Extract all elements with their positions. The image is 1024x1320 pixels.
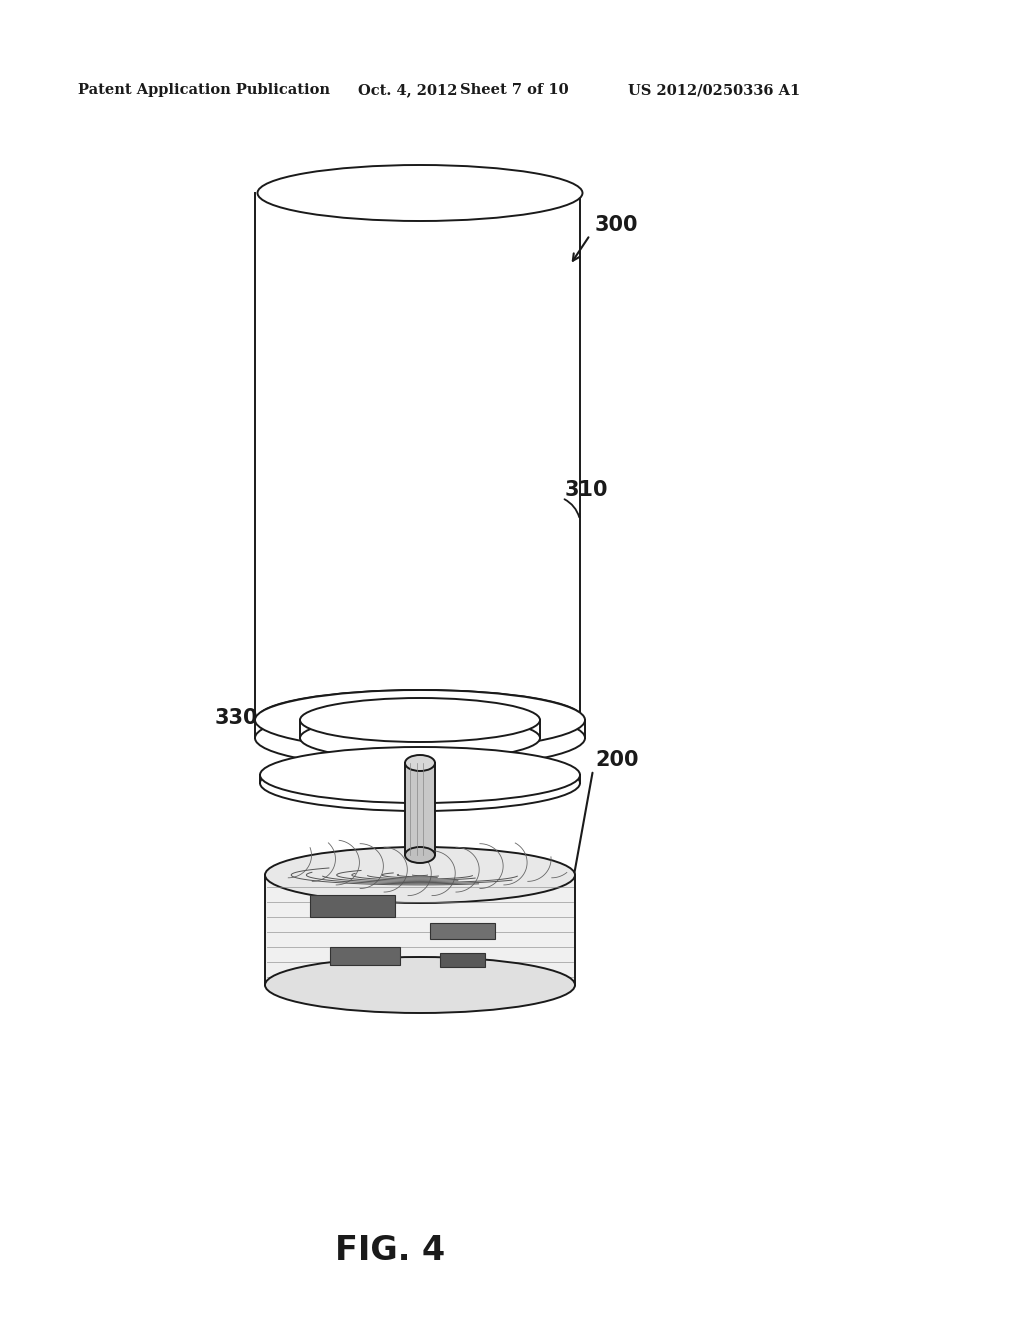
Ellipse shape bbox=[300, 698, 540, 742]
Ellipse shape bbox=[406, 847, 435, 863]
Text: Oct. 4, 2012: Oct. 4, 2012 bbox=[358, 83, 458, 96]
Bar bbox=[406, 763, 435, 855]
Text: 300: 300 bbox=[595, 215, 639, 235]
Ellipse shape bbox=[300, 715, 540, 760]
Bar bbox=[310, 895, 395, 917]
Text: 330: 330 bbox=[214, 708, 258, 729]
Ellipse shape bbox=[260, 747, 580, 803]
Bar bbox=[265, 875, 575, 985]
Text: Patent Application Publication: Patent Application Publication bbox=[78, 83, 330, 96]
Bar bbox=[430, 923, 495, 939]
Ellipse shape bbox=[260, 755, 580, 810]
Ellipse shape bbox=[257, 165, 583, 220]
Text: 310: 310 bbox=[565, 480, 608, 500]
Ellipse shape bbox=[406, 755, 435, 771]
Text: FIG. 4: FIG. 4 bbox=[335, 1233, 445, 1266]
Ellipse shape bbox=[265, 847, 575, 903]
Text: US 2012/0250336 A1: US 2012/0250336 A1 bbox=[628, 83, 800, 96]
Text: 200: 200 bbox=[595, 750, 639, 770]
Text: Sheet 7 of 10: Sheet 7 of 10 bbox=[460, 83, 568, 96]
Ellipse shape bbox=[257, 690, 583, 746]
Ellipse shape bbox=[265, 957, 575, 1012]
Ellipse shape bbox=[255, 690, 585, 750]
Ellipse shape bbox=[255, 708, 585, 768]
Bar bbox=[330, 946, 400, 965]
Bar bbox=[440, 953, 485, 968]
